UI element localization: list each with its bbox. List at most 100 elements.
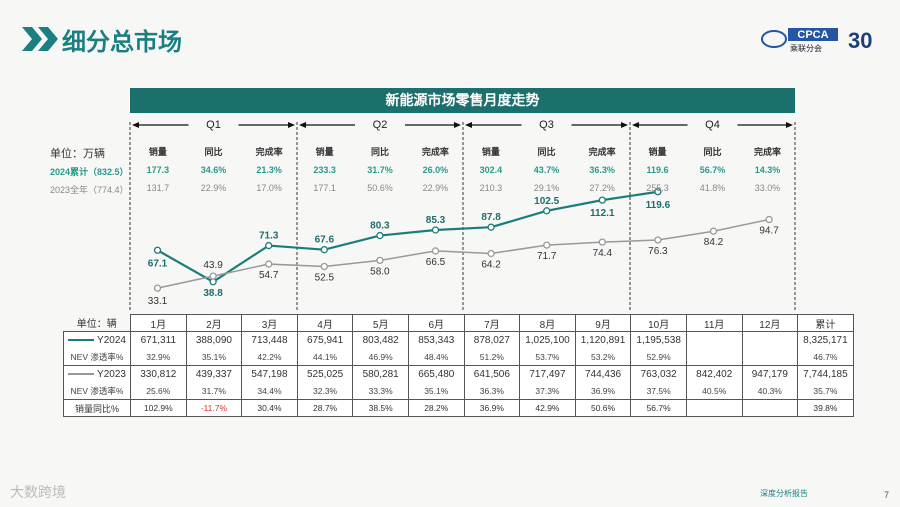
quarter-stat-h: 完成率	[255, 147, 283, 157]
quarter-stat-y2023: 177.1	[313, 183, 336, 193]
column-header: 11月	[685, 314, 743, 332]
table-cell: 46.7%	[797, 348, 854, 366]
quarter-stat-y2023: 29.1%	[533, 183, 560, 193]
data-point	[431, 226, 440, 234]
data-label: 38.8	[203, 288, 223, 299]
arrow-right-head	[288, 122, 295, 128]
quarter-stat-y2024: 177.3	[146, 165, 170, 175]
quarter-stat-h: 销量	[481, 147, 500, 157]
quarter-stat-y2023: 131.7	[146, 183, 170, 193]
data-label: 54.7	[259, 270, 279, 281]
data-label: 94.7	[759, 226, 779, 237]
table-cell: 35.7%	[797, 382, 854, 400]
report-label: 深度分析报告	[760, 489, 808, 498]
data-point	[376, 231, 384, 240]
data-point	[543, 207, 551, 215]
legend-line	[68, 373, 95, 376]
quarter-label: Q3	[539, 119, 554, 131]
data-point	[487, 249, 495, 258]
table-cell: 31.7%	[185, 382, 243, 400]
table-cell: 1,025,100	[519, 331, 576, 349]
data-point	[153, 284, 162, 292]
quarter-stat-y2024: 34.6%	[200, 165, 227, 175]
table-cell: 35.1%	[407, 382, 465, 400]
quarter-stat-y2024: 21.3%	[256, 165, 282, 175]
data-label: 85.3	[426, 215, 446, 226]
arrow-left-head	[132, 122, 139, 128]
data-label: 64.2	[481, 259, 501, 270]
chart-title: 新能源市场零售月度走势	[130, 88, 795, 113]
series-line-Y2024	[156, 190, 659, 284]
table-cell: 50.6%	[574, 399, 632, 417]
data-point	[265, 241, 273, 250]
quarter-stat-y2024: 31.7%	[367, 165, 393, 175]
quarter-stat-y2023: 50.6%	[367, 183, 393, 193]
table-cell: 40.3%	[741, 382, 799, 400]
column-header: 5月	[352, 314, 409, 332]
column-header: 累计	[797, 314, 854, 332]
table-cell: 36.3%	[463, 382, 521, 400]
column-header: 1月	[130, 314, 187, 332]
table-cell: 37.3%	[519, 382, 576, 400]
table-cell: 439,337	[185, 365, 243, 383]
legend-line	[68, 339, 95, 342]
table-cell: 39.8%	[797, 399, 854, 417]
table-cell: 28.2%	[407, 399, 465, 417]
quarter-label: Q4	[705, 119, 720, 131]
data-label: 80.3	[370, 221, 390, 232]
table-cell: 42.9%	[519, 399, 576, 417]
data-point	[598, 196, 606, 204]
table-cell: 1,120,891	[574, 331, 632, 349]
quarter-stat-y2023: 17.0%	[256, 183, 282, 193]
data-label: 76.3	[648, 246, 668, 257]
column-header: 12月	[741, 314, 799, 332]
table-cell: 52.9%	[630, 348, 687, 366]
table-cell	[741, 399, 799, 417]
table-cell: 48.4%	[407, 348, 465, 366]
table-cell: 641,506	[463, 365, 521, 383]
quarter-stat-h: 销量	[148, 147, 167, 157]
quarter-stat-y2023: 255.3	[646, 183, 669, 193]
table-row: Y2023 330,812 439,337 547,198 525,025 580,281…	[63, 365, 854, 383]
column-header: 9月	[574, 314, 632, 332]
table-cell: 28.7%	[296, 399, 354, 417]
quarter-stat-h: 同比	[537, 147, 556, 157]
data-point	[709, 227, 718, 235]
quarter-stat-y2023: 22.9%	[422, 183, 449, 193]
data-point	[209, 272, 217, 280]
data-point	[320, 246, 328, 254]
table-row: 销量同比% 102.9% -11.7% 30.4% 28.7% 38.5% 28.2% 36.…	[63, 399, 854, 417]
column-header: 4月	[296, 314, 354, 332]
table-cell: 665,480	[407, 365, 465, 383]
quarter-stat-h: 完成率	[753, 147, 781, 157]
table-cell: 25.6%	[130, 382, 187, 400]
row-label: 单位：万辆	[50, 148, 105, 160]
svg-text:乘联分会: 乘联分会	[790, 43, 822, 53]
quarter-stat-y2023: 33.0%	[754, 183, 781, 193]
quarter-label: Q1	[206, 119, 221, 131]
table-cell: 35.1%	[185, 348, 243, 366]
data-label: 67.6	[315, 235, 335, 246]
quarter-stat-y2024: 36.3%	[589, 165, 615, 175]
quarter-stat-h: 同比	[703, 147, 722, 157]
table-cell	[685, 331, 743, 349]
data-label: 67.1	[148, 258, 168, 269]
table-cell: 580,281	[352, 365, 409, 383]
table-cell: 525,025	[296, 365, 354, 383]
table-cell: 102.9%	[130, 399, 187, 417]
quarter-stat-h: 销量	[315, 147, 334, 157]
series-line-Y2023	[157, 218, 770, 289]
data-point	[543, 241, 551, 249]
table-cell: 713,448	[241, 331, 298, 349]
table-cell: 675,941	[296, 331, 354, 349]
table-cell: 7,744,185	[797, 365, 854, 383]
table-cell: 763,032	[630, 365, 687, 383]
table-cell: 36.9%	[463, 399, 521, 417]
data-label: 102.5	[534, 196, 559, 207]
data-point	[598, 238, 606, 246]
page-number: 7	[884, 490, 890, 500]
row-label: NEV 渗透率%	[63, 348, 131, 366]
data-label: 74.4	[593, 248, 613, 259]
table-cell: 30.4%	[241, 399, 298, 417]
